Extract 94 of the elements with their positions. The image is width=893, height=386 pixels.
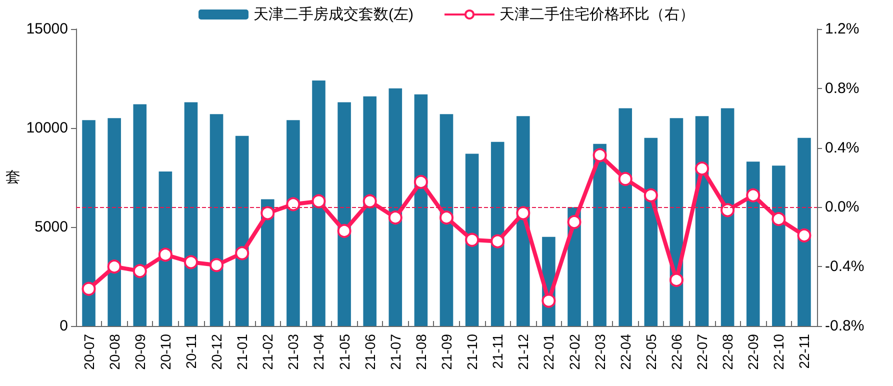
bar <box>798 138 811 326</box>
bar <box>158 172 172 326</box>
y2-tick-label: -0.4% <box>825 258 864 276</box>
x-tick-label: 21-11 <box>490 334 506 369</box>
point <box>669 272 684 287</box>
bar <box>465 154 479 326</box>
bar <box>720 108 734 326</box>
point <box>210 258 224 272</box>
x-tick-label: 21-12 <box>515 334 532 370</box>
point <box>235 246 250 260</box>
bar <box>82 120 96 326</box>
legend-label: 天津二手房成交套数(左) <box>254 6 414 23</box>
x-tick-label: 21-06 <box>362 334 378 370</box>
x-tick-label: 22-03 <box>592 334 608 370</box>
point <box>414 174 428 189</box>
y2-tick-label: 0.4% <box>825 139 860 156</box>
x-tick-label: 20-07 <box>80 334 97 370</box>
x-tick-label: 21-10 <box>464 334 480 370</box>
point <box>490 234 505 248</box>
y-axis-title: 套 <box>5 169 20 186</box>
bar <box>363 96 376 326</box>
bar <box>286 120 300 326</box>
x-tick-label: 20-12 <box>208 334 225 370</box>
bar <box>235 136 249 326</box>
x-tick-label: 20-10 <box>157 334 174 370</box>
x-tick-label: 21-09 <box>438 334 454 370</box>
point <box>107 260 122 274</box>
point <box>644 188 658 202</box>
point <box>388 210 402 225</box>
y2-tick-label: 1.2% <box>825 20 860 38</box>
point <box>440 210 454 225</box>
point <box>82 282 96 296</box>
point <box>158 248 172 262</box>
point <box>362 194 377 208</box>
bar <box>133 104 147 326</box>
x-tick-label: 22-08 <box>720 334 736 370</box>
point <box>618 172 632 186</box>
x-tick-label: 21-01 <box>234 334 250 370</box>
bar <box>618 108 632 326</box>
bar <box>440 114 454 326</box>
y2-tick-label: -0.8% <box>825 318 864 334</box>
x-tick-label: 21-08 <box>412 334 429 370</box>
x-tick-label: 21-02 <box>260 334 276 370</box>
point <box>465 232 480 247</box>
bar <box>490 142 504 326</box>
point <box>772 212 786 226</box>
bar <box>210 114 224 326</box>
point <box>797 228 812 242</box>
x-tick-label: 21-05 <box>336 334 352 370</box>
x-tick-label: 22-11 <box>796 334 812 369</box>
point <box>746 188 760 202</box>
y2-tick-label: 0.8% <box>825 80 860 97</box>
y-tick-label: 5000 <box>34 218 68 236</box>
x-tick-label: 20-11 <box>182 334 199 369</box>
point <box>567 215 582 230</box>
bar <box>593 144 606 326</box>
bar <box>746 162 760 326</box>
point <box>260 206 275 220</box>
x-tick-label: 22-04 <box>617 334 634 370</box>
point <box>592 148 607 162</box>
x-tick-label: 22-10 <box>770 334 787 370</box>
x-tick-label: 21-07 <box>387 334 404 370</box>
x-tick-label: 20-08 <box>106 334 122 370</box>
bar <box>516 116 530 326</box>
point <box>132 264 147 278</box>
x-tick-label: 21-03 <box>285 334 302 370</box>
x-tick-label: 22-07 <box>694 334 710 370</box>
x-tick-label: 22-09 <box>745 334 762 370</box>
point <box>720 203 735 218</box>
y2-tick-label: 0.0% <box>825 198 860 216</box>
bar <box>108 118 121 326</box>
x-tick-label: 22-05 <box>642 334 659 370</box>
point <box>542 294 556 308</box>
y-tick-label: 0 <box>60 318 68 334</box>
bar <box>184 102 198 326</box>
point <box>516 206 530 220</box>
y-tick-label: 15000 <box>26 20 68 38</box>
point <box>695 162 710 176</box>
legend-label: 天津二手住宅价格环比（右） <box>499 6 694 23</box>
bar <box>312 80 326 326</box>
x-tick-label: 22-06 <box>668 334 684 370</box>
point <box>286 197 300 212</box>
x-tick-label: 22-02 <box>566 334 582 370</box>
bar <box>772 166 786 326</box>
x-tick-label: 20-09 <box>132 334 148 370</box>
point <box>184 255 198 270</box>
point <box>312 194 326 208</box>
point <box>337 224 352 238</box>
x-tick-label: 22-01 <box>540 334 557 370</box>
bar <box>338 102 351 326</box>
bar <box>388 88 402 326</box>
bar <box>414 94 428 326</box>
x-tick-label: 21-04 <box>310 334 327 370</box>
y-tick-label: 10000 <box>26 120 68 136</box>
